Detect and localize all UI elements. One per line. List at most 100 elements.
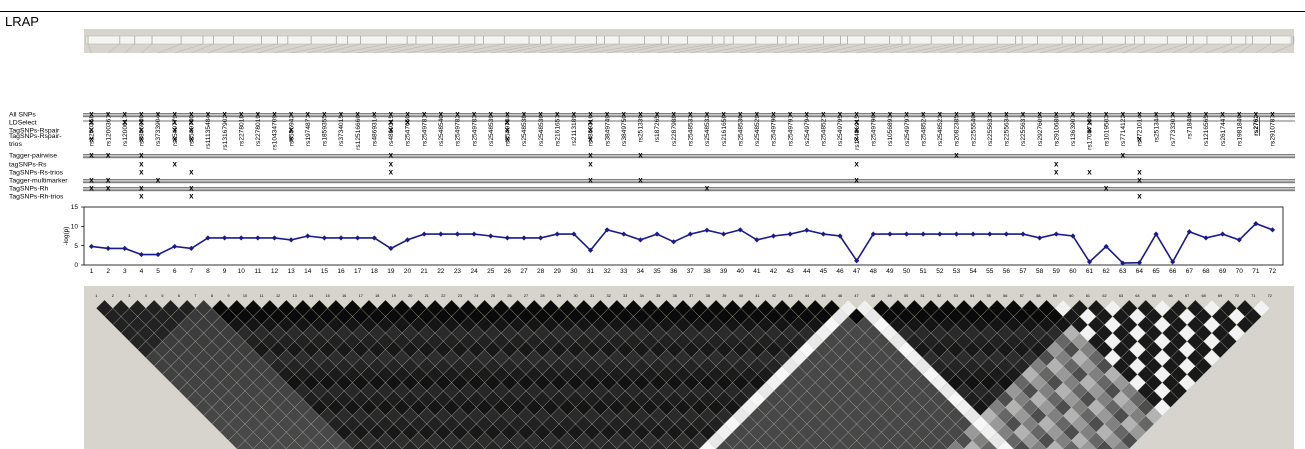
tag-mark: x [172,126,177,135]
x-tick-label: 33 [620,268,628,275]
position-link [107,43,120,54]
tag-mark: x [372,110,377,119]
ld-index-label: 68 [1202,294,1206,298]
position-link [1039,43,1076,54]
snp-label: rs1216565 [1203,115,1210,146]
ld-index-label: 46 [838,294,842,298]
position-link [973,43,1016,54]
tag-mark: x [904,110,909,119]
snp-label: rs1859355 [322,115,329,146]
tag-mark: x [1104,110,1109,119]
position-link [324,43,361,54]
data-point [1203,235,1209,241]
snp-label: rs2549783 [471,115,478,146]
x-tick-label: 59 [1053,268,1061,275]
data-point [637,237,644,243]
ld-index-label: 40 [739,294,743,298]
position-link [706,43,756,54]
snp-label: rs251344 [1153,115,1160,143]
data-point [488,233,494,239]
tag-mark: x [89,126,94,135]
x-tick-label: 41 [753,268,761,275]
data-point [388,245,394,251]
x-tick-label: 29 [554,268,562,275]
x-tick-label: 15 [321,268,329,275]
tag-mark: x [389,118,394,127]
ld-index-label: 2 [112,294,114,298]
position-link [640,43,688,54]
snp-label: rs2161657 [554,115,561,146]
x-tick-label: 34 [637,268,645,275]
ld-index-label: 69 [1218,294,1222,298]
ld-heatmap: 1 2 3 4 5 6 7 8 9 10 11 12 13 14 15 16 17 18 19 20 21 22 23 24 2… [84,286,1294,449]
position-link [440,43,484,54]
tag-mark: x [971,110,976,119]
tag-mark: x [139,184,144,193]
tag-mark: x [139,151,144,160]
data-point [1053,231,1059,237]
x-tick-label: 51 [920,268,928,275]
x-tick-label: 1 [90,268,94,275]
tag-mark: x [1170,110,1175,119]
tag-mark: x [123,118,128,127]
snp-label: rs2617447 [1220,115,1227,146]
position-strip-track [85,35,1292,45]
x-tick-label: 42 [770,268,778,275]
tag-mark: x [139,160,144,169]
x-tick-label: 16 [337,268,345,275]
x-tick-label: 19 [387,268,395,275]
snp-label: rs1974871 [305,115,312,146]
data-point [587,247,594,253]
tag-mark: x [1187,110,1192,119]
tag-mark: x [1087,168,1092,177]
figure-title: LRAP [5,14,39,29]
row-label: All SNPs [9,112,36,119]
data-point [920,231,926,237]
snp-label: rs2548527 [821,115,828,146]
x-tick-label: 8 [206,268,210,275]
top-rule [0,11,1305,12]
ld-index-label: 1 [95,294,97,298]
tag-mark: x [1270,110,1275,119]
snp-label: rs2910787 [1270,115,1277,146]
tag-mark: x [505,135,510,144]
ld-index-label: 41 [755,294,759,298]
row-label: TagSNPs-Rh-trios [9,194,64,201]
ld-index-label: 11 [260,294,264,298]
snp-label: rs2255634 [1004,115,1011,146]
tag-mark: x [172,160,177,169]
position-link [1239,43,1253,54]
tag-mark: x [1154,110,1159,119]
x-tick-label: 47 [853,268,861,275]
position-link [889,43,932,54]
x-tick-label: 56 [1003,268,1011,275]
snp-label: rs1056893 [887,115,894,146]
data-point [305,233,311,239]
tag-mark: x [189,192,194,201]
position-link [307,43,348,54]
position-link [474,43,530,54]
x-tick-label: 55 [986,268,994,275]
tag-mark: x [805,110,810,119]
tag-mark: x [771,110,776,119]
snp-label: rs2549782 [455,115,462,146]
ld-index-label: 16 [342,294,346,298]
data-point [205,235,211,241]
tag-mark: x [1021,110,1026,119]
ld-index-label: 15 [326,294,330,298]
position-link [740,43,786,54]
ld-index-label: 36 [673,294,677,298]
tag-mark: x [389,168,394,177]
series-line [91,222,1273,264]
position-link [673,43,725,54]
ld-index-label: 55 [987,294,991,298]
x-tick-label: 26 [504,268,512,275]
ld-index-label: 53 [954,294,958,298]
snp-label: rs187265 [654,115,661,143]
tag-mark: x [572,110,577,119]
snp-label: rs71848 [1187,115,1194,139]
position-link [1122,43,1145,54]
ld-index-label: 30 [573,294,577,298]
position-link [657,43,713,54]
data-point [1020,231,1026,237]
